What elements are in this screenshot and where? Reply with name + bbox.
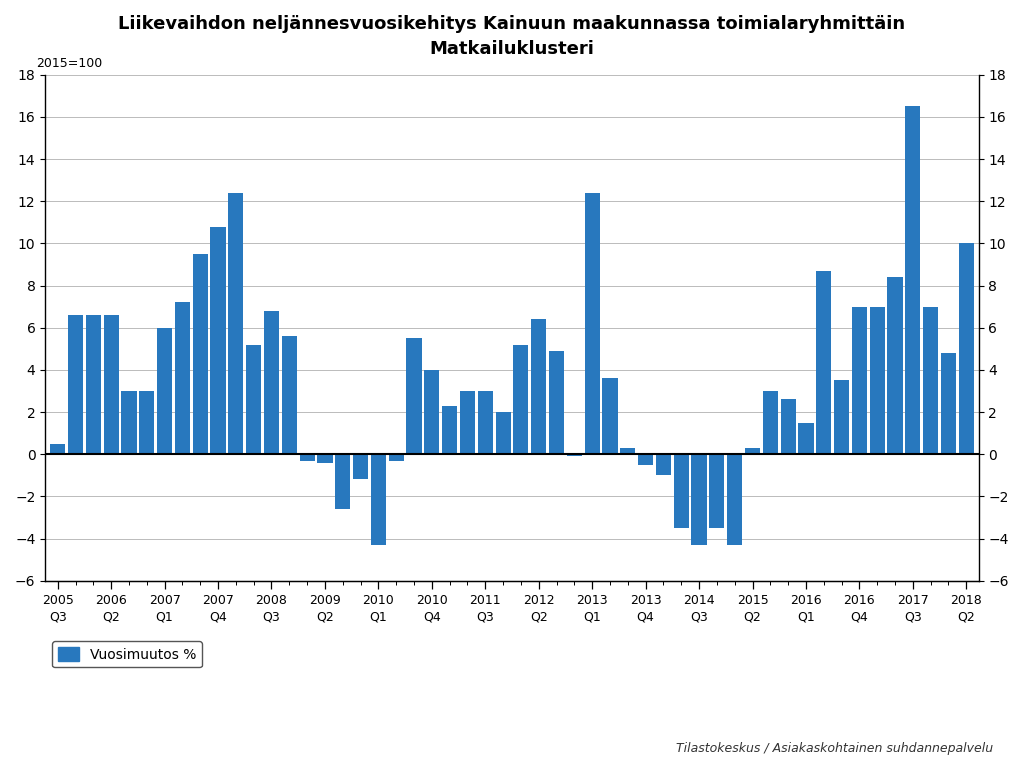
Bar xyxy=(888,277,902,454)
Bar xyxy=(246,344,261,454)
Bar xyxy=(691,454,707,545)
Bar xyxy=(852,307,867,454)
Bar xyxy=(958,243,974,454)
Bar xyxy=(371,454,386,545)
Bar xyxy=(549,351,564,454)
Bar xyxy=(175,302,190,454)
Bar xyxy=(780,400,796,454)
Bar xyxy=(941,353,956,454)
Bar xyxy=(710,454,724,528)
Bar xyxy=(442,406,457,454)
Bar xyxy=(834,380,849,454)
Bar xyxy=(157,328,172,454)
Bar xyxy=(103,315,119,454)
Bar xyxy=(122,391,136,454)
Bar xyxy=(674,454,689,528)
Bar xyxy=(567,454,582,456)
Bar xyxy=(602,378,617,454)
Bar xyxy=(50,443,66,454)
Legend: Vuosimuutos %: Vuosimuutos % xyxy=(52,641,202,667)
Bar xyxy=(763,391,778,454)
Text: 2015=100: 2015=100 xyxy=(36,57,102,70)
Bar xyxy=(300,454,314,460)
Bar xyxy=(869,307,885,454)
Title: Liikevaihdon neljännesvuosikehitys Kainuun maakunnassa toimialaryhmittäin
Matkai: Liikevaihdon neljännesvuosikehitys Kainu… xyxy=(119,15,905,58)
Bar xyxy=(335,454,350,509)
Bar xyxy=(228,193,244,454)
Bar xyxy=(478,391,493,454)
Bar xyxy=(264,311,280,454)
Text: Tilastokeskus / Asiakaskohtainen suhdannepalvelu: Tilastokeskus / Asiakaskohtainen suhdann… xyxy=(676,742,993,755)
Bar xyxy=(211,226,225,454)
Bar xyxy=(905,107,921,454)
Bar xyxy=(407,338,422,454)
Bar xyxy=(496,412,511,454)
Bar xyxy=(744,448,760,454)
Bar xyxy=(727,454,742,545)
Bar xyxy=(585,193,600,454)
Bar xyxy=(86,315,101,454)
Bar xyxy=(317,454,333,463)
Bar xyxy=(531,319,546,454)
Bar xyxy=(816,271,831,454)
Bar xyxy=(68,315,83,454)
Bar xyxy=(139,391,155,454)
Bar xyxy=(193,254,208,454)
Bar xyxy=(460,391,475,454)
Bar xyxy=(389,454,403,460)
Bar xyxy=(282,336,297,454)
Bar xyxy=(621,448,635,454)
Bar xyxy=(513,344,528,454)
Bar xyxy=(353,454,369,479)
Bar xyxy=(799,423,813,454)
Bar xyxy=(923,307,938,454)
Bar xyxy=(655,454,671,476)
Bar xyxy=(424,370,439,454)
Bar xyxy=(638,454,653,465)
